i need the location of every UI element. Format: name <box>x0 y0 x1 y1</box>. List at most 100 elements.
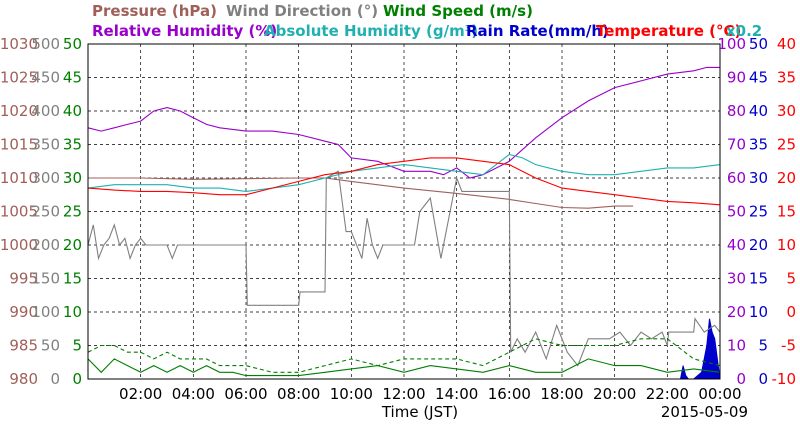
legend-entry: Rain Rate(mm/h) <box>466 22 609 40</box>
x-axis-label: Time (JST) <box>381 403 458 421</box>
wind-direction-tick-label: 350 <box>31 136 60 154</box>
x-tick-label: 22:00 <box>646 385 689 403</box>
wind-speed-tick-label: 45 <box>63 69 82 87</box>
rain-rate-tick-label: 25 <box>749 203 768 221</box>
temperature-tick-label: 5 <box>786 270 796 288</box>
wind-speed-tick-label: 40 <box>63 102 82 120</box>
rain-rate-tick-label: 40 <box>749 102 768 120</box>
relative-humidity-tick-label: 30 <box>727 270 746 288</box>
temperature-tick-label: 35 <box>777 69 796 87</box>
temperature-tick-label: 40 <box>777 35 796 53</box>
pressure-hpa-series <box>88 177 634 209</box>
wind-speed-tick-label: 15 <box>63 270 82 288</box>
wind-speed-tick-label: 30 <box>63 169 82 187</box>
series-lines <box>87 66 721 377</box>
wind-speed-gust-m-s-series <box>87 338 721 373</box>
temperature-tick-label: 0 <box>786 303 796 321</box>
rain-rate-tick-label: 45 <box>749 69 768 87</box>
rain-rate-series <box>88 318 721 380</box>
pressure-tick-label: 980 <box>9 370 38 388</box>
legend-entry: Relative Humidity (%) <box>92 22 277 40</box>
wind-direction-series <box>87 170 721 367</box>
x-tick-label: 04:00 <box>172 385 215 403</box>
wind-speed-tick-label: 35 <box>63 136 82 154</box>
x-tick-label: 18:00 <box>540 385 583 403</box>
wind-direction-tick-label: 150 <box>31 270 60 288</box>
relative-humidity-series <box>87 66 720 179</box>
wind-speed-tick-label: 50 <box>63 35 82 53</box>
wind-speed-tick-label: 25 <box>63 203 82 221</box>
temperature-tick-label: 25 <box>777 136 796 154</box>
x-tick-label: 16:00 <box>488 385 531 403</box>
wind-speed-tick-label: 5 <box>72 337 82 355</box>
legend-entry: x0.2 <box>726 22 762 40</box>
x-tick-label: 08:00 <box>277 385 320 403</box>
relative-humidity-tick-label: 70 <box>727 136 746 154</box>
pressure-tick-label: 1005 <box>0 203 38 221</box>
x-tick-label: 00:00 <box>698 385 741 403</box>
temperature-tick-label: 20 <box>777 169 796 187</box>
wind-direction-tick-label: 0 <box>50 370 60 388</box>
date-label: 2015-05-09 <box>661 403 748 421</box>
pressure-tick-label: 1010 <box>0 169 38 187</box>
wind-direction-tick-label: 400 <box>31 102 60 120</box>
legend-titles: Pressure (hPa) Wind Direction (°) Wind Spe… <box>92 2 762 40</box>
pressure-tick-label: 1030 <box>0 35 38 53</box>
wind-speed-tick-label: 20 <box>63 236 82 254</box>
wind-direction-tick-label: 450 <box>31 69 60 87</box>
x-tick-label: 10:00 <box>330 385 373 403</box>
pressure-tick-label: 990 <box>9 303 38 321</box>
wind-direction-tick-label: 100 <box>31 303 60 321</box>
rain-rate-tick-label: 50 <box>749 35 768 53</box>
plot-frame <box>87 43 721 380</box>
wind-speed-tick-label: 10 <box>63 303 82 321</box>
absolute-humidity-g-m-series <box>87 153 721 192</box>
rain-rate-tick-label: 15 <box>749 270 768 288</box>
legend-entry: Pressure (hPa) <box>92 2 217 20</box>
wind-direction-tick-label: 300 <box>31 169 60 187</box>
legend-entry: Wind Direction (°) <box>226 2 378 20</box>
relative-humidity-tick-label: 20 <box>727 303 746 321</box>
rain-rate-tick-label: 0 <box>758 370 768 388</box>
rain-rate-tick-label: 20 <box>749 236 768 254</box>
relative-humidity-tick-label: 40 <box>727 236 746 254</box>
relative-humidity-tick-label: 60 <box>727 169 746 187</box>
rain-rate-tick-label: 10 <box>749 303 768 321</box>
temperature-tick-label: -10 <box>772 370 797 388</box>
wind-direction-tick-label: 250 <box>31 203 60 221</box>
wind-direction-tick-label: 200 <box>31 236 60 254</box>
pressure-tick-label: 985 <box>9 337 38 355</box>
pressure-tick-label: 995 <box>9 270 38 288</box>
relative-humidity-tick-label: 90 <box>727 69 746 87</box>
temperature-c-series <box>87 157 721 206</box>
rain-rate-tick-label: 30 <box>749 169 768 187</box>
legend-entry: Absolute Humidity (g/m³) <box>264 22 478 40</box>
pressure-tick-label: 1015 <box>0 136 38 154</box>
x-tick-label: 02:00 <box>119 385 162 403</box>
temperature-tick-label: 30 <box>777 102 796 120</box>
temperature-tick-label: -5 <box>781 337 796 355</box>
rain-rate-tick-label: 35 <box>749 136 768 154</box>
pressure-tick-label: 1025 <box>0 69 38 87</box>
wind-direction-tick-label: 50 <box>41 337 60 355</box>
legend-entry: Temperature (°C) <box>596 22 741 40</box>
temperature-tick-label: 15 <box>777 203 796 221</box>
wind-speed-m-s-series <box>87 358 721 377</box>
relative-humidity-tick-label: 0 <box>736 370 746 388</box>
relative-humidity-tick-label: 100 <box>717 35 746 53</box>
axis-ticks: 1030102510201015101010051000995990985980… <box>0 35 796 403</box>
wind-direction-tick-label: 500 <box>31 35 60 53</box>
relative-humidity-tick-label: 80 <box>727 102 746 120</box>
rain-rate-tick-label: 5 <box>758 337 768 355</box>
temperature-tick-label: 10 <box>777 236 796 254</box>
rain-rate-area <box>88 318 721 380</box>
pressure-tick-label: 1000 <box>0 236 38 254</box>
x-tick-label: 12:00 <box>382 385 425 403</box>
relative-humidity-tick-label: 10 <box>727 337 746 355</box>
relative-humidity-tick-label: 50 <box>727 203 746 221</box>
legend-entry: Wind Speed (m/s) <box>383 2 533 20</box>
wind-speed-tick-label: 0 <box>72 370 82 388</box>
